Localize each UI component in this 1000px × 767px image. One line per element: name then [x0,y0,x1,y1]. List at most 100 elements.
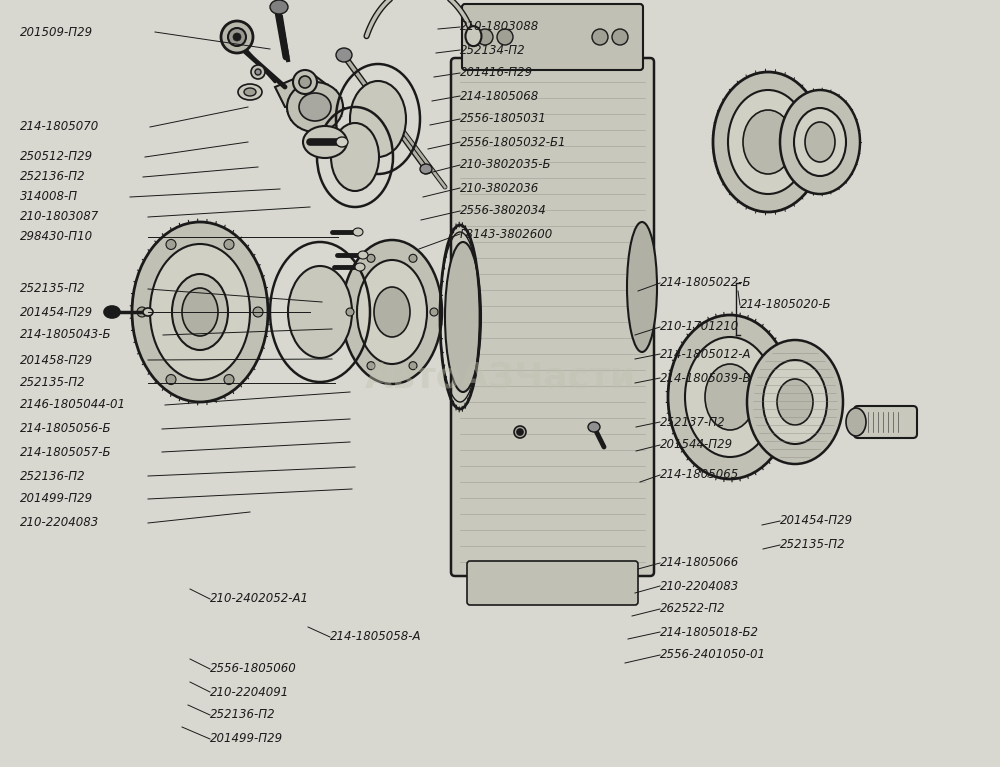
Text: 201509-П29: 201509-П29 [20,25,93,38]
Text: 2556-3802034: 2556-3802034 [460,205,547,218]
Circle shape [514,426,526,438]
Circle shape [221,21,253,53]
Circle shape [253,307,263,317]
Circle shape [251,65,265,79]
Circle shape [409,255,417,262]
Ellipse shape [465,26,481,46]
Text: 252134-П2: 252134-П2 [460,44,526,57]
Circle shape [137,307,147,317]
Text: 252135-П2: 252135-П2 [20,282,86,295]
Ellipse shape [342,240,442,384]
Text: 214-1805057-Б: 214-1805057-Б [20,446,112,459]
Text: 201499-П29: 201499-П29 [210,732,283,746]
Ellipse shape [445,242,481,392]
Ellipse shape [358,251,368,259]
Text: 210-3802035-Б: 210-3802035-Б [460,159,552,172]
Text: 2556-1805060: 2556-1805060 [210,663,297,676]
Text: 2556-1805031: 2556-1805031 [460,113,547,126]
Ellipse shape [705,364,755,430]
Ellipse shape [350,81,406,157]
Text: Г8143-3802600: Г8143-3802600 [460,228,553,241]
Text: 252137-П2: 252137-П2 [660,416,726,429]
Circle shape [592,29,608,45]
Circle shape [255,69,261,75]
Text: 201458-П29: 201458-П29 [20,354,93,367]
Text: 214-1805068: 214-1805068 [460,90,539,103]
Text: 252135-П2: 252135-П2 [780,538,846,551]
Ellipse shape [303,126,347,158]
Ellipse shape [182,288,218,336]
Ellipse shape [713,72,823,212]
Circle shape [367,362,375,370]
Text: 250512-П29: 250512-П29 [20,150,93,163]
Ellipse shape [627,222,657,352]
Ellipse shape [270,0,288,14]
Ellipse shape [357,260,427,364]
Ellipse shape [244,88,256,96]
Ellipse shape [588,422,600,432]
Text: 214-1805066: 214-1805066 [660,557,739,570]
Text: 2556-2401050-01: 2556-2401050-01 [660,649,766,661]
Circle shape [409,362,417,370]
Circle shape [346,308,354,316]
Ellipse shape [728,90,808,194]
FancyBboxPatch shape [467,561,638,605]
Text: 201416-П29: 201416-П29 [460,67,533,80]
Ellipse shape [763,360,827,444]
Text: 252135-П2: 252135-П2 [20,377,86,390]
Text: АвтоАЗЧасти: АвтоАЗЧасти [364,360,636,394]
Ellipse shape [777,379,813,425]
Circle shape [228,28,246,46]
Ellipse shape [336,48,352,62]
Ellipse shape [355,263,365,271]
Text: 214-1805022-Б: 214-1805022-Б [660,276,752,289]
Ellipse shape [374,287,410,337]
Ellipse shape [336,137,348,147]
Text: 252136-П2: 252136-П2 [210,709,276,722]
Circle shape [430,308,438,316]
Ellipse shape [287,82,343,132]
Polygon shape [275,72,330,107]
Ellipse shape [299,93,331,121]
Ellipse shape [238,84,262,100]
Circle shape [224,374,234,384]
Ellipse shape [150,244,250,380]
Ellipse shape [353,228,363,236]
Text: 201544-П29: 201544-П29 [660,439,733,452]
Ellipse shape [743,110,793,174]
Circle shape [166,374,176,384]
Text: 201499-П29: 201499-П29 [20,492,93,505]
Text: 210-1803087: 210-1803087 [20,210,99,223]
Text: 298430-П10: 298430-П10 [20,231,93,243]
FancyBboxPatch shape [854,406,917,438]
Circle shape [224,239,234,249]
Ellipse shape [288,266,352,358]
Text: 201454-П29: 201454-П29 [20,305,93,318]
Circle shape [477,29,493,45]
Ellipse shape [780,90,860,194]
Ellipse shape [420,164,432,174]
Text: 214-1805056-Б: 214-1805056-Б [20,423,112,436]
Text: 214-1805065: 214-1805065 [660,469,739,482]
Ellipse shape [104,306,120,318]
Circle shape [517,429,523,435]
Circle shape [612,29,628,45]
Text: 214-1805039-В: 214-1805039-В [660,371,752,384]
Ellipse shape [805,122,835,162]
Text: 214-1805020-Б: 214-1805020-Б [740,298,832,311]
Text: 210-3802036: 210-3802036 [460,182,539,195]
Ellipse shape [747,340,843,464]
Circle shape [166,239,176,249]
Circle shape [233,33,241,41]
Text: 314008-П: 314008-П [20,190,78,203]
Text: 214-1805018-Б2: 214-1805018-Б2 [660,626,759,638]
Text: 210-1701210: 210-1701210 [660,321,739,334]
Text: 210-2204091: 210-2204091 [210,686,289,699]
Text: 210-1803088: 210-1803088 [460,21,539,34]
Text: 214-1805012-А: 214-1805012-А [660,347,752,360]
Circle shape [367,255,375,262]
Circle shape [293,70,317,94]
Ellipse shape [172,274,228,350]
Ellipse shape [685,337,775,457]
Text: 2556-1805032-Б1: 2556-1805032-Б1 [460,136,566,149]
